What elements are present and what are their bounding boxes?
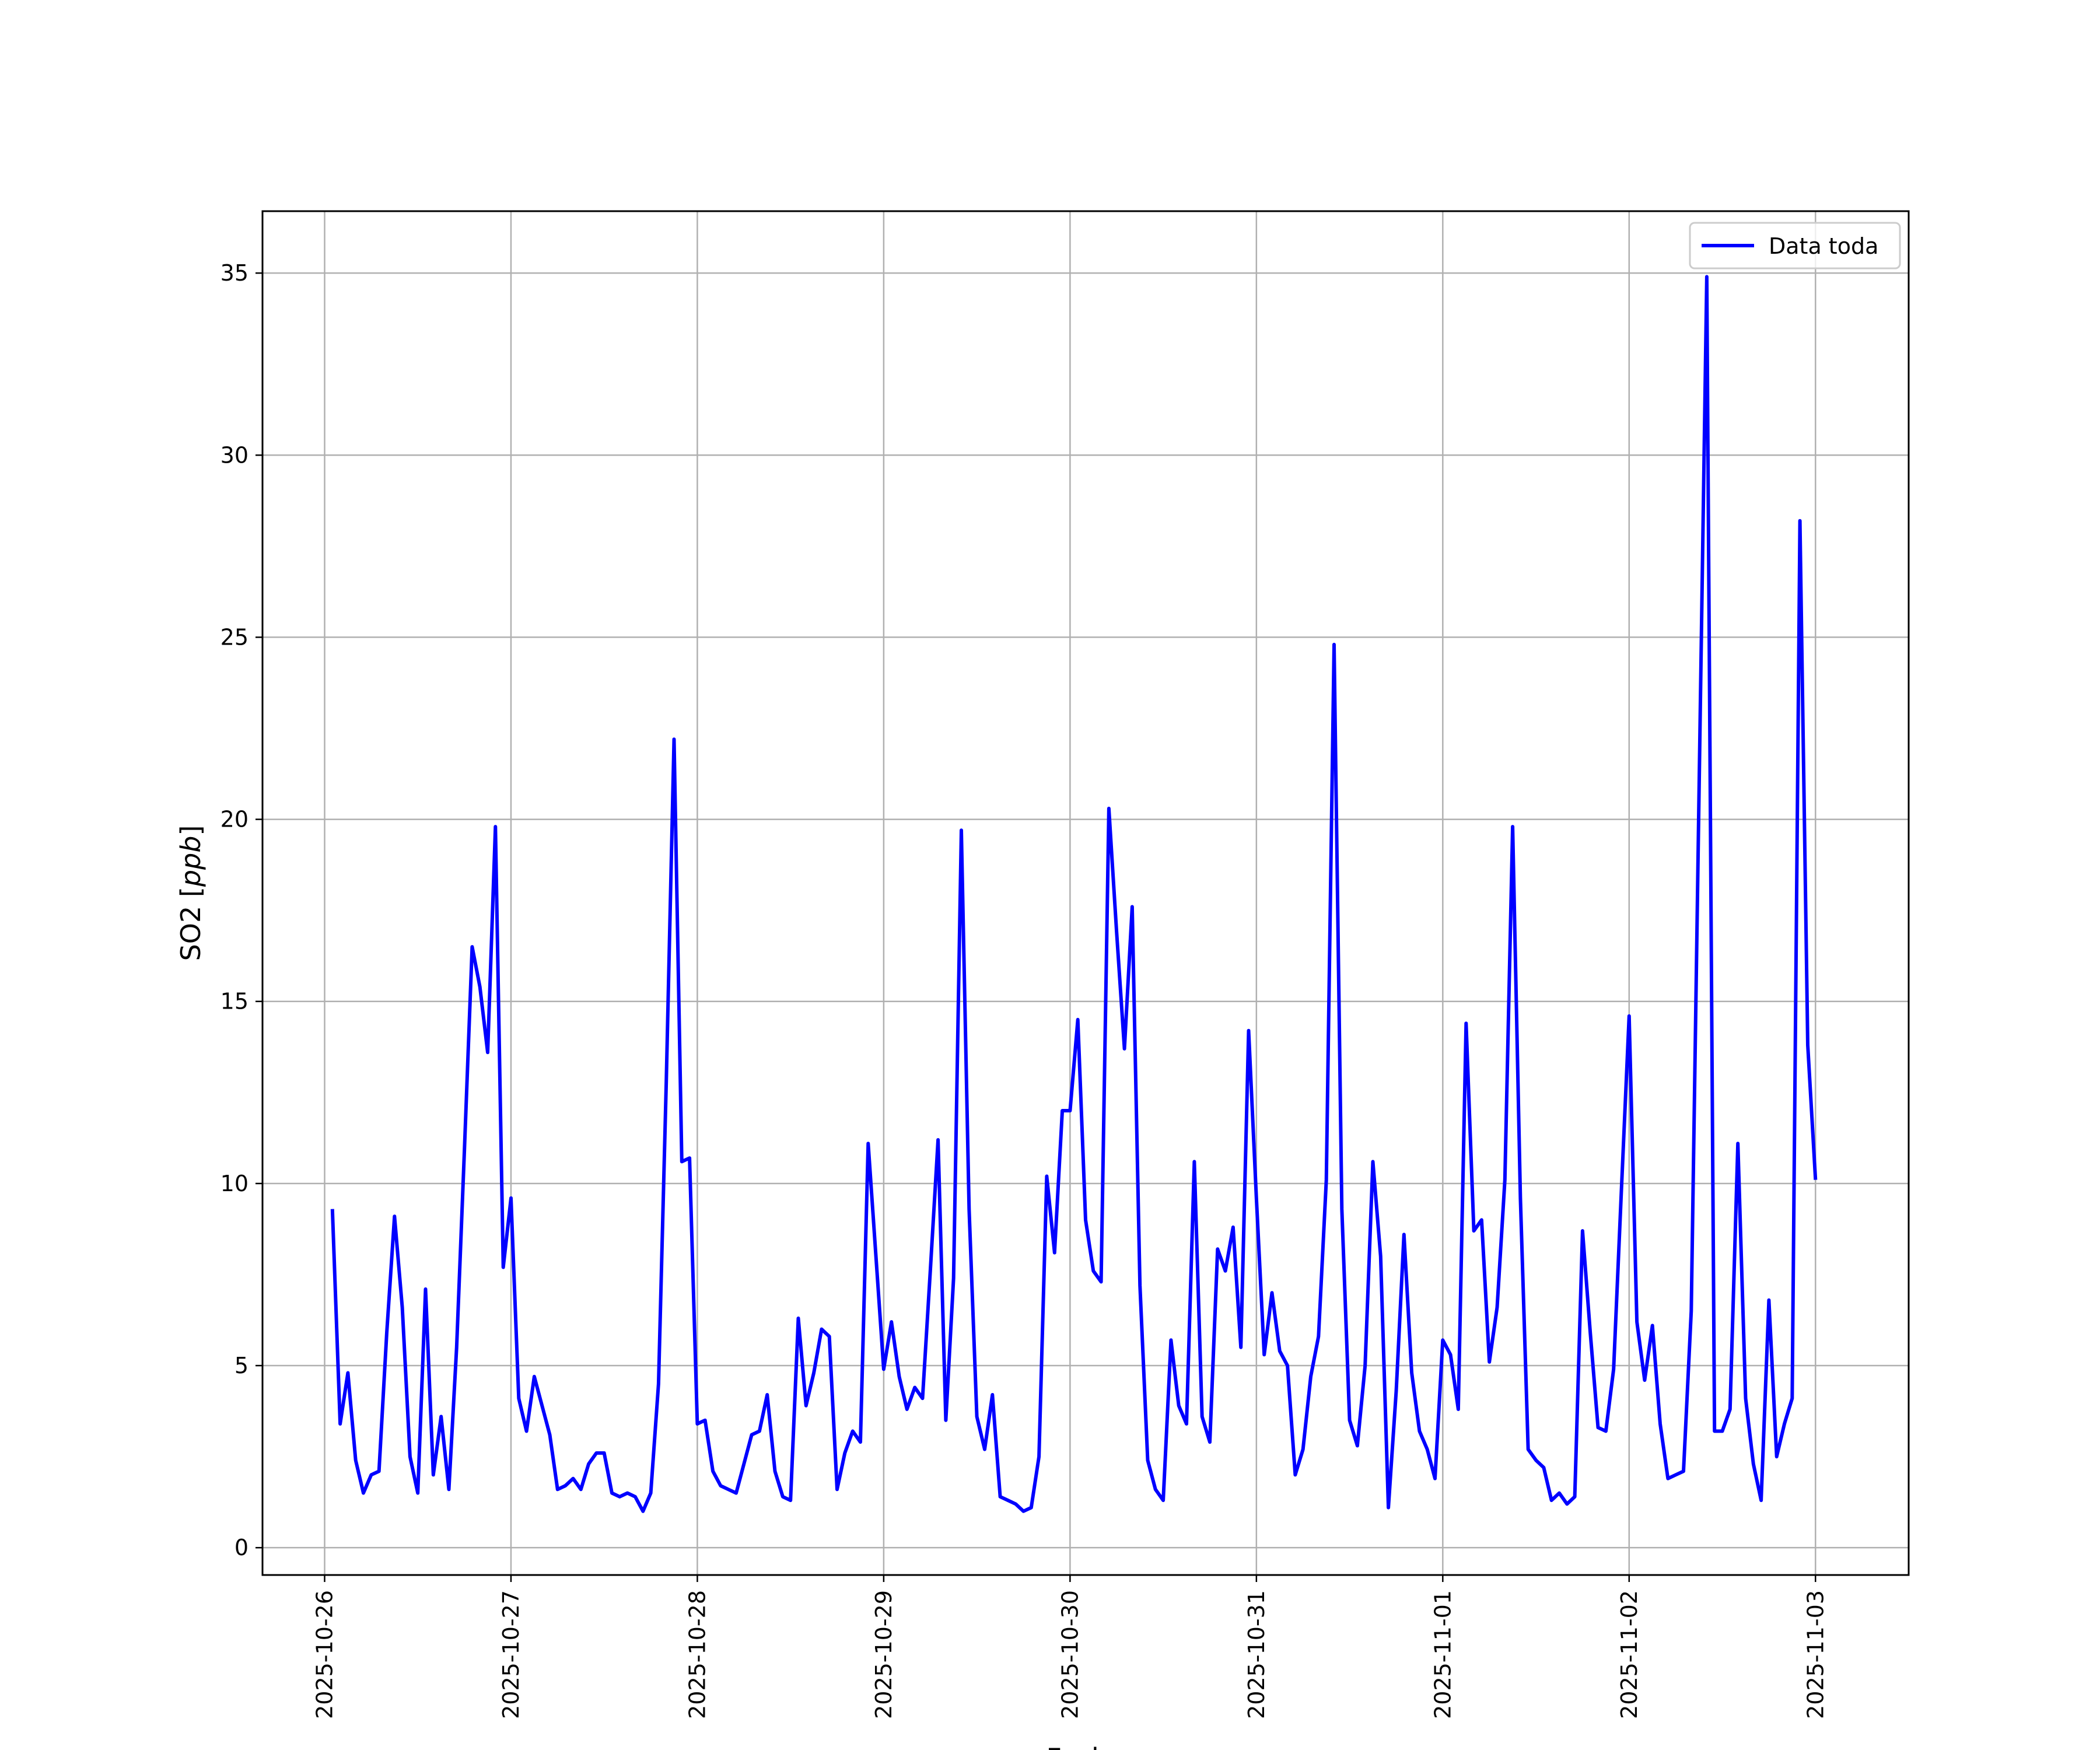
y-tick-label: 5: [235, 1353, 249, 1378]
plot-frame: [261, 210, 1910, 1576]
y-tick-label: 25: [220, 624, 249, 650]
y-axis-label-main: SO2 [: [175, 887, 206, 961]
y-tick-label: 35: [220, 260, 249, 286]
legend: Data toda: [1689, 222, 1901, 270]
y-axis-label-close: ]: [175, 825, 206, 836]
y-axis-label-unit: ppb: [175, 836, 206, 888]
x-tick-label: 2025-10-27: [498, 1590, 524, 1719]
x-tick-label: 2025-11-02: [1616, 1590, 1642, 1719]
x-tick-label: 2025-10-31: [1244, 1590, 1269, 1719]
y-tick-label: 30: [220, 442, 249, 468]
y-tick-label: 10: [220, 1171, 249, 1196]
y-axis-label: SO2 [ppb]: [175, 825, 206, 961]
x-tick-label: 2025-10-26: [312, 1590, 337, 1719]
legend-label: Data toda: [1769, 233, 1878, 259]
y-tick-label: 15: [220, 989, 249, 1014]
x-axis-label: Fecha: [1046, 1742, 1125, 1750]
plot-area: [330, 275, 1818, 1513]
x-tick-label: 2025-10-28: [684, 1590, 710, 1719]
x-axis-ticks: 2025-10-26 2025-10-27 2025-10-28 2025-10-29…: [312, 1575, 1828, 1719]
series-line: [330, 275, 1818, 1513]
x-tick-label: 2025-10-29: [871, 1590, 897, 1719]
y-tick-label: 0: [235, 1535, 249, 1560]
x-tick-label: 2025-10-30: [1057, 1590, 1083, 1719]
legend-box: [1689, 222, 1901, 270]
y-axis-ticks: 0 5 10 15 20 25 30 35: [220, 260, 262, 1560]
y-tick-label: 20: [220, 807, 249, 832]
x-tick-label: 2025-11-01: [1430, 1590, 1455, 1719]
x-tick-label: 2025-11-03: [1803, 1590, 1828, 1719]
